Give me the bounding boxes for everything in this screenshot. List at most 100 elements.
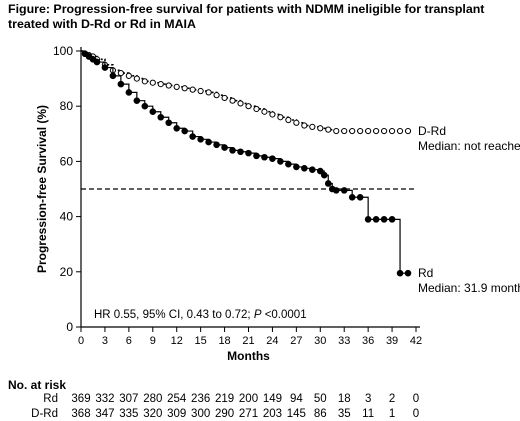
x-axis-label: Months bbox=[227, 349, 270, 363]
series-point-d-rd bbox=[293, 119, 300, 126]
risk-value: 307 bbox=[119, 393, 138, 405]
series-point-rd bbox=[101, 64, 109, 71]
x-tick-label: 0 bbox=[78, 335, 84, 347]
series-point-rd bbox=[320, 171, 328, 179]
series-point-rd bbox=[261, 153, 268, 161]
y-tick-label: 100 bbox=[53, 44, 73, 58]
series-point-d-rd bbox=[365, 127, 372, 135]
series-point-rd bbox=[237, 148, 244, 156]
series-line-rd bbox=[81, 50, 409, 274]
series-point-rd bbox=[117, 80, 125, 88]
series-point-d-rd bbox=[117, 69, 124, 77]
series-point-rd bbox=[348, 193, 356, 201]
series-median-d-rd: Median: not reached bbox=[418, 139, 520, 153]
series-point-d-rd bbox=[181, 85, 188, 92]
series-point-rd bbox=[221, 144, 228, 151]
x-tick-label: 24 bbox=[266, 335, 278, 347]
risk-value: 254 bbox=[167, 393, 187, 405]
risk-value: 369 bbox=[71, 393, 90, 405]
series-point-rd bbox=[380, 216, 388, 223]
series-point-rd bbox=[340, 187, 348, 194]
series-point-rd bbox=[213, 141, 220, 149]
risk-value: 203 bbox=[263, 408, 282, 420]
risk-row-label: Rd bbox=[43, 393, 58, 405]
x-tick-label: 39 bbox=[386, 335, 398, 347]
series-point-d-rd bbox=[277, 114, 284, 121]
risk-value: 347 bbox=[95, 408, 114, 420]
series-point-d-rd bbox=[253, 105, 260, 113]
series-point-rd bbox=[157, 113, 165, 121]
series-point-d-rd bbox=[133, 75, 140, 82]
x-tick-label: 30 bbox=[314, 335, 326, 347]
risk-value: 290 bbox=[215, 408, 234, 420]
series-median-rd: Median: 31.9 months bbox=[418, 281, 520, 295]
series-point-rd bbox=[245, 149, 252, 157]
risk-value: 0 bbox=[413, 408, 419, 420]
series-point-d-rd bbox=[388, 127, 396, 135]
y-tick-label: 0 bbox=[66, 320, 73, 334]
series-point-rd bbox=[324, 180, 332, 187]
series-point-rd bbox=[404, 269, 412, 277]
series-point-d-rd bbox=[357, 127, 364, 135]
risk-value: 320 bbox=[143, 408, 162, 420]
series-point-rd bbox=[181, 127, 188, 135]
series-label-d-rd: D-Rd bbox=[418, 124, 446, 138]
series-point-d-rd bbox=[373, 127, 380, 135]
series-point-rd bbox=[173, 124, 181, 132]
series-point-rd bbox=[197, 136, 204, 143]
series-point-rd bbox=[388, 216, 396, 223]
series-point-d-rd bbox=[149, 79, 156, 86]
x-tick-label: 36 bbox=[362, 335, 374, 347]
x-tick-label: 3 bbox=[102, 335, 108, 347]
y-tick-label: 80 bbox=[60, 99, 74, 113]
series-point-rd bbox=[372, 216, 380, 223]
x-tick-label: 27 bbox=[290, 335, 302, 347]
series-point-d-rd bbox=[309, 123, 316, 131]
risk-value: 309 bbox=[167, 408, 186, 420]
y-tick-label: 20 bbox=[60, 265, 74, 279]
series-point-d-rd bbox=[165, 82, 172, 89]
risk-value: 94 bbox=[290, 393, 303, 405]
series-point-rd bbox=[309, 166, 316, 173]
series-point-rd bbox=[293, 163, 300, 171]
risk-row-label: D-Rd bbox=[31, 408, 58, 420]
series-point-rd bbox=[253, 152, 260, 160]
y-tick-label: 40 bbox=[60, 210, 74, 224]
series-point-d-rd bbox=[349, 127, 356, 135]
series-group bbox=[81, 50, 412, 277]
series-point-d-rd bbox=[404, 127, 412, 135]
series-point-d-rd bbox=[157, 81, 164, 88]
risk-value: 18 bbox=[338, 393, 351, 405]
series-point-d-rd bbox=[141, 78, 148, 85]
series-point-rd bbox=[285, 160, 292, 168]
series-point-d-rd bbox=[325, 126, 332, 133]
x-tick-label: 9 bbox=[150, 335, 156, 347]
series-point-d-rd bbox=[213, 92, 220, 99]
series-point-rd bbox=[316, 167, 324, 175]
x-tick-label: 18 bbox=[218, 335, 230, 347]
series-point-d-rd bbox=[396, 127, 404, 135]
series-point-rd bbox=[356, 193, 364, 201]
series-point-rd bbox=[332, 187, 340, 194]
series-point-rd bbox=[396, 269, 404, 277]
series-point-d-rd bbox=[205, 89, 212, 96]
series-point-d-rd bbox=[173, 83, 180, 90]
series-point-rd bbox=[205, 138, 212, 146]
series-point-d-rd bbox=[285, 116, 292, 124]
risk-value: 300 bbox=[191, 408, 210, 420]
risk-value: 1 bbox=[389, 408, 395, 420]
risk-value: 368 bbox=[71, 408, 90, 420]
series-point-d-rd bbox=[237, 100, 244, 107]
hr-annotation: HR 0.55, 95% CI, 0.43 to 0.72; P <0.0001 bbox=[94, 309, 307, 321]
risk-value: 200 bbox=[239, 393, 258, 405]
risk-value: 86 bbox=[314, 408, 327, 420]
series-point-rd bbox=[125, 89, 133, 96]
series-point-d-rd bbox=[197, 87, 204, 95]
series-label-rd: Rd bbox=[418, 266, 433, 280]
series-point-d-rd bbox=[333, 127, 340, 135]
risk-value: 145 bbox=[287, 408, 306, 420]
